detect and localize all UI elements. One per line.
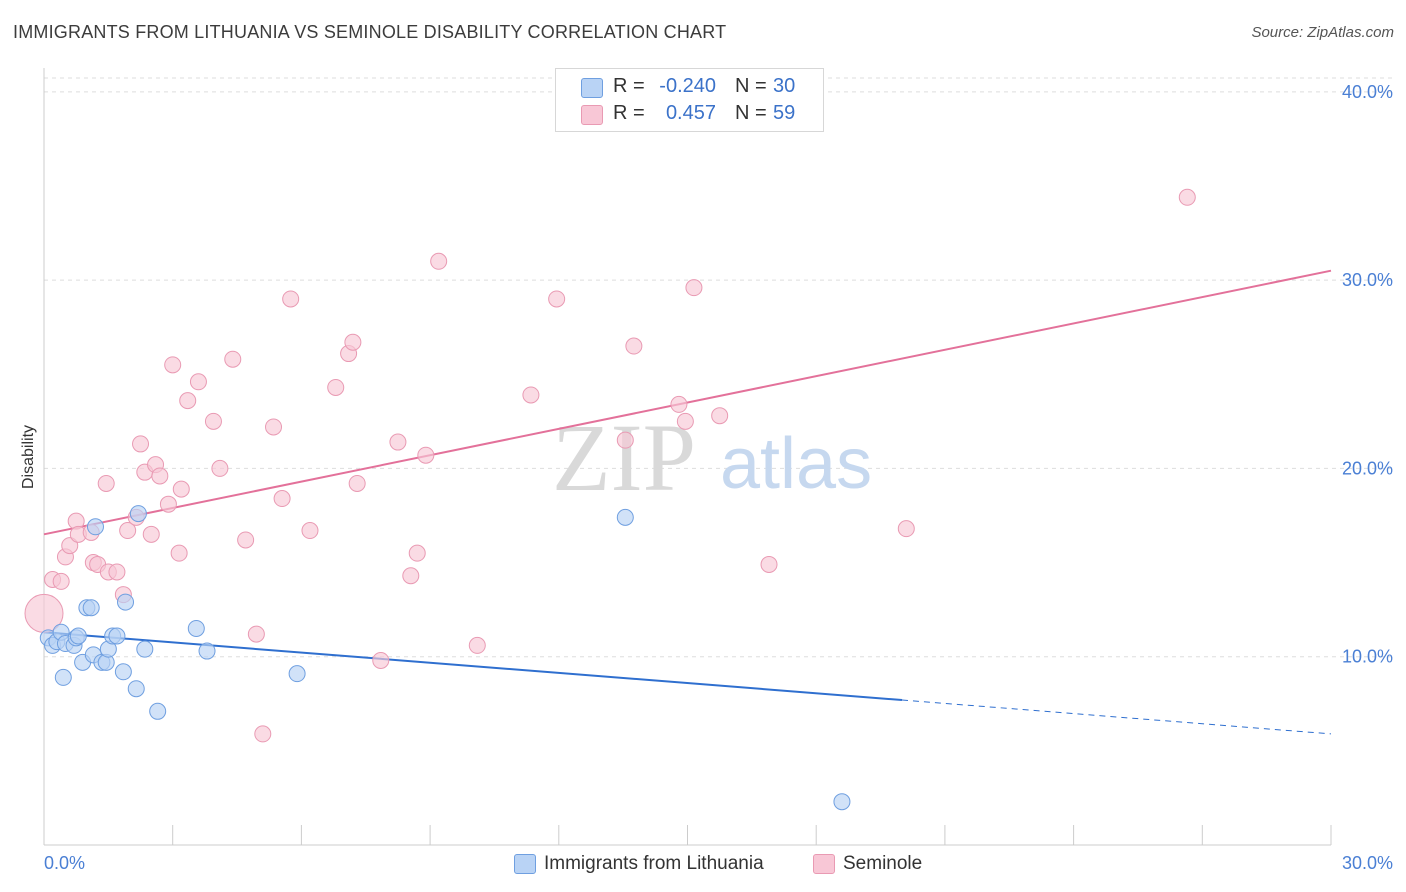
lithuania-point <box>82 599 100 617</box>
seminole-point <box>164 356 182 374</box>
seminole-point <box>1178 188 1196 206</box>
seminole-swatch <box>813 854 835 874</box>
seminole-point <box>108 563 126 581</box>
seminole-point <box>670 395 688 413</box>
seminole-point <box>151 467 169 485</box>
seminole-point <box>211 459 229 477</box>
seminole-point <box>344 333 362 351</box>
source-label: Source: ZipAtlas.com <box>1251 24 1394 41</box>
seminole-point <box>711 407 729 425</box>
lithuania-point <box>54 668 72 686</box>
lithuania-point <box>129 505 147 523</box>
lithuania-trend-line <box>43 631 903 702</box>
lithuania-point <box>127 680 145 698</box>
n-value: 30 <box>773 75 796 97</box>
y-tick-label: 20.0% <box>1342 458 1393 478</box>
seminole-point <box>402 567 420 585</box>
lithuania-point <box>198 642 216 660</box>
seminole-point <box>119 522 137 540</box>
seminole-point <box>417 446 435 464</box>
lithuania-swatch <box>581 78 603 98</box>
seminole-point <box>327 378 345 396</box>
seminole-point <box>273 490 291 508</box>
r-label: R = <box>613 75 645 97</box>
watermark-atlas: atlas <box>720 424 872 504</box>
seminole-point <box>301 522 319 540</box>
lithuania-point <box>288 665 306 683</box>
n-value: 59 <box>773 102 796 124</box>
lithuania-point <box>149 702 167 720</box>
seminole-point <box>408 544 426 562</box>
x-tick-label: 30.0% <box>1342 853 1393 873</box>
y-axis-label: Disability <box>20 425 37 489</box>
seminole-point <box>616 431 634 449</box>
seminole-point <box>159 495 177 513</box>
seminole-point <box>282 290 300 308</box>
seminole-point <box>625 337 643 355</box>
seminole-point <box>685 279 703 297</box>
lithuania-point <box>616 508 634 526</box>
seminole-swatch <box>581 105 603 125</box>
seminole-point <box>254 725 272 743</box>
watermark-zip: ZIP <box>552 404 696 511</box>
seminole-point <box>179 392 197 410</box>
lithuania-swatch <box>514 854 536 874</box>
n-label: N = <box>735 102 767 124</box>
lithuania-point <box>114 663 132 681</box>
lithuania-trend-extension <box>901 699 1332 735</box>
seminole-point <box>430 252 448 270</box>
seminole-point <box>372 651 390 669</box>
seminole-point <box>170 544 188 562</box>
r-label: R = <box>613 102 645 124</box>
lithuania-point <box>833 793 851 811</box>
legend-label-lithuania: Immigrants from Lithuania <box>544 853 764 874</box>
seminole-point <box>389 433 407 451</box>
y-tick-label: 10.0% <box>1342 647 1393 667</box>
tick-labels: 10.0% 20.0% 30.0% 40.0% 0.0% 30.0% <box>43 82 1393 873</box>
r-value: 0.457 <box>665 102 716 124</box>
lithuania-point <box>86 518 104 536</box>
seminole-point <box>172 480 190 498</box>
watermark: ZIP atlas <box>552 404 872 511</box>
seminole-point <box>97 474 115 492</box>
x-tick-label: 0.0% <box>44 853 85 873</box>
trend-lines <box>43 269 1332 735</box>
seminole-point <box>52 572 70 590</box>
seminole-point <box>522 386 540 404</box>
seminole-point <box>142 525 160 543</box>
seminole-point <box>265 418 283 436</box>
seminole-point <box>676 412 694 430</box>
seminole-point <box>237 531 255 549</box>
seminole-point <box>548 290 566 308</box>
seminole-point <box>189 373 207 391</box>
seminole-point <box>61 537 79 555</box>
seminole-point <box>897 520 915 538</box>
lithuania-point <box>136 640 154 658</box>
seminole-point <box>468 636 486 654</box>
lithuania-point <box>117 593 135 611</box>
y-tick-label: 30.0% <box>1342 270 1393 290</box>
lithuania-point <box>187 619 205 637</box>
legend-label-seminole: Seminole <box>843 853 923 874</box>
correlation-legend: R = -0.240 N = 30 R = 0.457 N = 59 <box>555 68 824 132</box>
seminole-point <box>348 474 366 492</box>
data-points <box>24 188 1196 811</box>
r-value: -0.240 <box>659 75 716 97</box>
grid-lines <box>44 77 1392 658</box>
seminole-point <box>247 625 265 643</box>
lithuania-point <box>108 627 126 645</box>
n-label: N = <box>735 75 767 97</box>
seminole-trend-line <box>43 269 1332 536</box>
y-tick-label: 40.0% <box>1342 82 1393 102</box>
seminole-point <box>760 555 778 573</box>
seminole-point <box>224 350 242 368</box>
chart-title: IMMIGRANTS FROM LITHUANIA VS SEMINOLE DI… <box>13 22 727 42</box>
seminole-point <box>204 412 222 430</box>
seminole-point <box>132 435 150 453</box>
lithuania-point <box>69 627 87 645</box>
